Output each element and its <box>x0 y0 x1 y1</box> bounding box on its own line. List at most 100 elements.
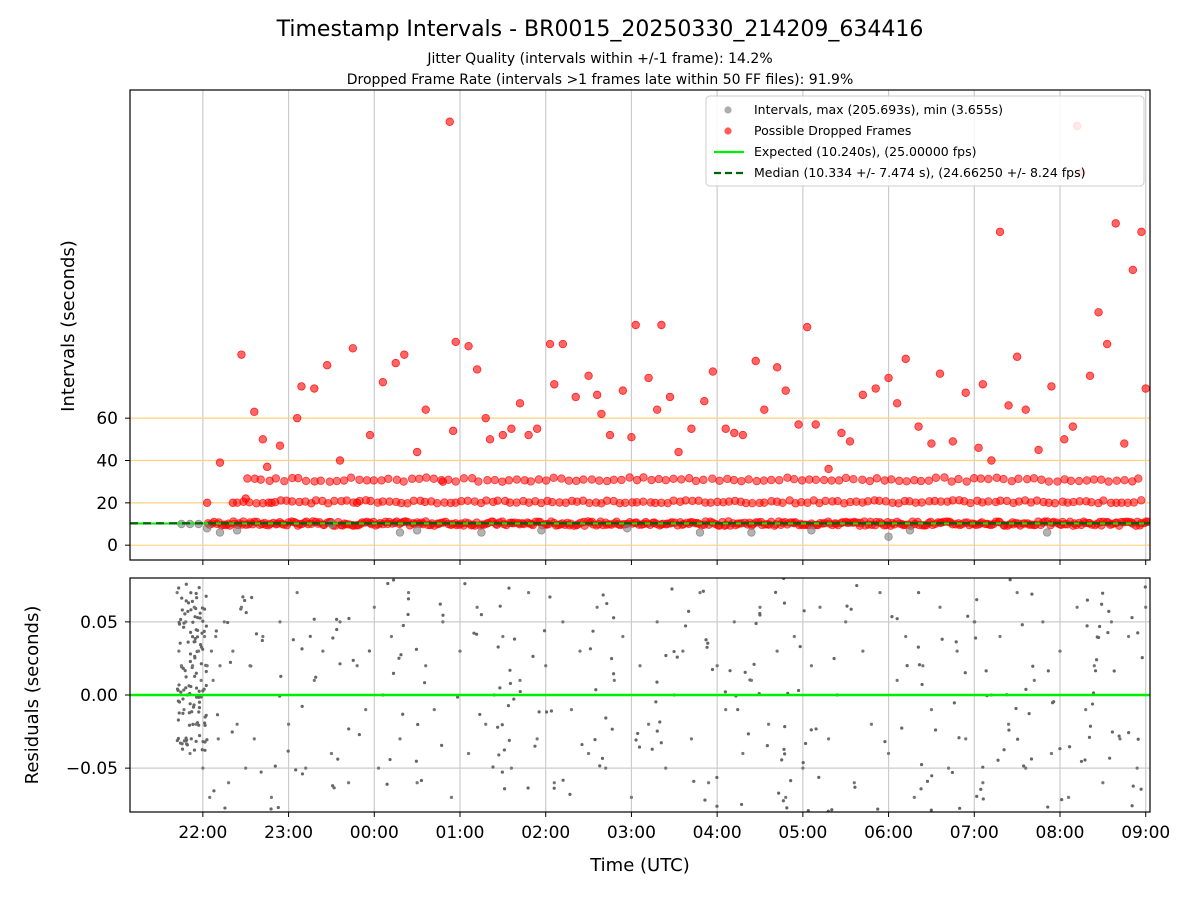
residual-point <box>1046 669 1050 673</box>
residual-point <box>1016 737 1020 741</box>
dropped-frame-point <box>976 474 986 483</box>
residual-point <box>194 686 199 690</box>
dropped-frame-point <box>322 361 332 370</box>
residual-point <box>781 799 785 803</box>
residual-point <box>190 634 195 639</box>
intervals-plot: 0 20 40 60 Intervals, max (205.693s), min (3… <box>96 89 1151 565</box>
x-tick-label: 22:00 <box>178 823 227 843</box>
residual-point <box>176 688 180 693</box>
residual-point <box>507 586 511 590</box>
residual-point <box>376 766 381 770</box>
residual-point <box>739 802 744 807</box>
residual-point <box>204 594 208 598</box>
dropped-frame-point <box>767 475 776 485</box>
dropped-frame-point <box>526 477 536 486</box>
dropped-frame-point <box>422 473 431 482</box>
residual-point <box>1007 728 1011 732</box>
dropped-frame-point <box>737 476 746 486</box>
dropped-frame-point <box>789 474 799 484</box>
residual-point <box>964 737 968 741</box>
dropped-frame-point <box>605 430 615 440</box>
residual-point <box>197 723 201 727</box>
residual-point <box>604 766 608 770</box>
residual-point <box>886 751 891 756</box>
residual-point <box>192 748 197 752</box>
dropped-frame-point <box>584 371 593 381</box>
residual-point <box>598 764 602 768</box>
residual-point <box>197 700 202 704</box>
interval-point <box>747 528 756 537</box>
residual-point <box>441 620 445 624</box>
dropped-frame-point <box>1085 371 1095 381</box>
dropped-frame-point <box>237 350 246 359</box>
residual-point <box>650 747 654 751</box>
residual-point <box>809 664 814 668</box>
residual-point <box>491 765 495 769</box>
residual-point <box>904 634 908 639</box>
residual-point <box>1100 602 1104 606</box>
residual-point <box>197 689 201 693</box>
dropped-frame-point <box>451 337 460 347</box>
residual-point <box>231 649 235 653</box>
residual-point <box>1058 747 1062 751</box>
residual-point <box>710 667 715 672</box>
residual-point <box>214 629 218 633</box>
residual-point <box>743 670 747 674</box>
dropped-frame-point <box>811 475 821 485</box>
residual-point <box>269 795 274 799</box>
residual-point <box>925 779 930 783</box>
dropped-frame-point <box>902 477 911 486</box>
dropped-frame-point <box>665 392 675 402</box>
residual-point <box>208 795 212 799</box>
residual-point <box>295 591 299 595</box>
residual-point <box>478 712 482 717</box>
residual-point <box>508 681 513 686</box>
residual-point <box>777 791 781 795</box>
residual-point <box>261 634 265 639</box>
residual-point <box>399 653 403 657</box>
residual-point <box>226 781 231 785</box>
residual-point <box>239 605 244 609</box>
residual-point <box>919 787 923 791</box>
residual-point <box>672 649 676 654</box>
residual-point <box>996 758 1000 762</box>
dropped-frame-point <box>572 476 581 486</box>
dropped-frame-point <box>1128 265 1138 275</box>
residual-point <box>398 737 402 741</box>
residual-point <box>796 688 801 693</box>
residual-point <box>1098 624 1102 629</box>
dropped-frame-point <box>292 413 302 423</box>
dropped-frame-point <box>669 474 678 484</box>
residual-point <box>180 747 185 751</box>
residual-point <box>248 664 252 668</box>
residual-point <box>594 688 598 692</box>
y-tick-label: 60 <box>96 409 118 429</box>
residual-point <box>766 722 771 726</box>
residual-point <box>1014 706 1018 711</box>
residual-point <box>335 617 339 621</box>
residual-point <box>216 737 220 741</box>
residual-point <box>746 732 750 736</box>
dropped-frame-point <box>1111 219 1120 228</box>
residual-point <box>440 743 444 747</box>
residual-point <box>189 591 193 595</box>
residual-point <box>188 630 193 635</box>
dropped-frame-point <box>978 380 988 389</box>
residual-point <box>191 722 195 727</box>
residual-point <box>981 797 985 801</box>
dropped-frame-point <box>1050 499 1060 508</box>
dropped-frame-point <box>445 117 454 126</box>
x-axis-label: Time (UTC) <box>589 855 690 876</box>
residual-point <box>194 591 198 596</box>
dropped-frame-point <box>287 497 297 506</box>
residual-point <box>783 752 787 756</box>
dropped-frame-point <box>262 462 272 472</box>
residual-point <box>611 672 616 676</box>
residual-point <box>1024 766 1028 770</box>
residual-point <box>975 598 979 602</box>
residual-point <box>1030 592 1034 596</box>
residual-point <box>391 578 396 582</box>
residual-point <box>785 806 789 810</box>
residual-point <box>600 756 605 760</box>
dropped-frame-point <box>412 447 422 457</box>
